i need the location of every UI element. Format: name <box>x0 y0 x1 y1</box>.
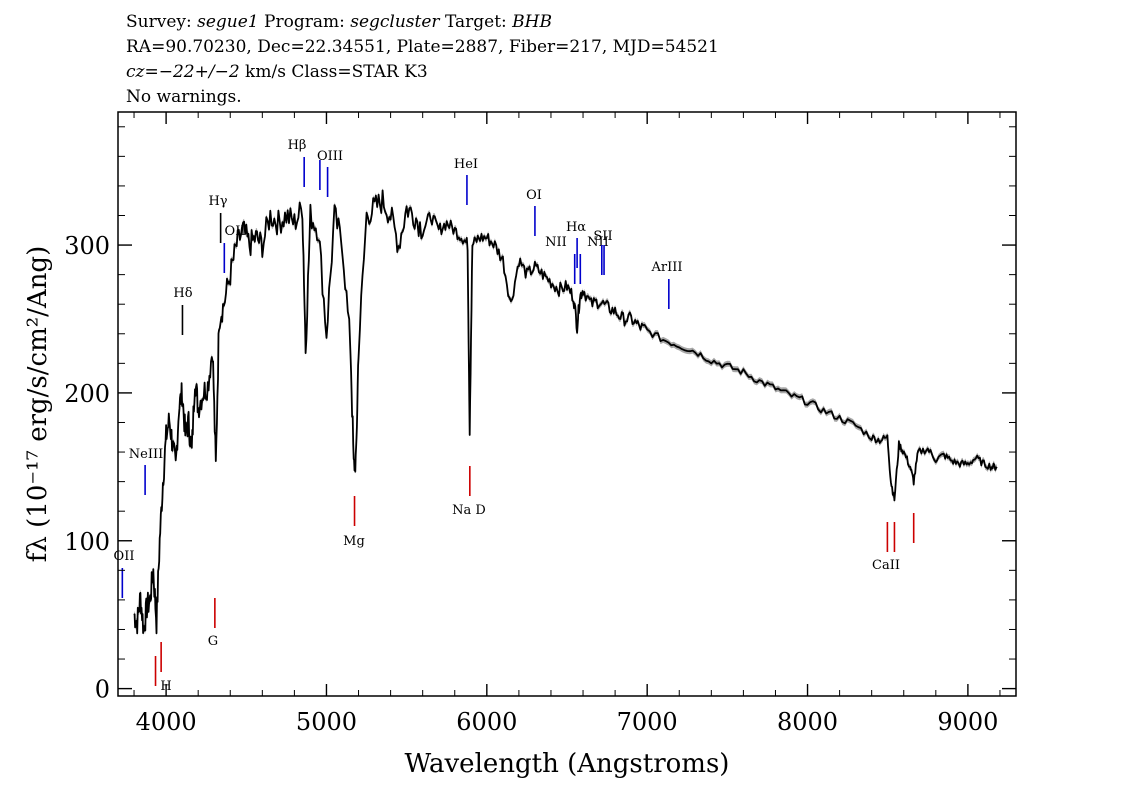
emission-line-label: OII <box>114 549 135 564</box>
x-axis-label: Wavelength (Angstroms) <box>405 749 730 779</box>
cz-value: =−22+/−2 <box>144 62 240 82</box>
header-line-redshift: cz=−22+/−2 km/s Class=STAR K3 <box>126 62 428 82</box>
header-line-survey: Survey: segue1 Program: segcluster Targe… <box>126 12 552 32</box>
emission-line-label: Hγ <box>208 194 227 209</box>
series-layer <box>133 187 998 637</box>
y-tick-label: 100 <box>64 528 110 556</box>
spectrum-series <box>133 189 998 635</box>
emission-line-label: HeI <box>454 157 478 172</box>
target-value: BHB <box>512 12 552 32</box>
emission-line-label: OII <box>225 224 246 239</box>
x-tick-label: 5000 <box>296 708 357 736</box>
y-tick-label: 300 <box>64 232 110 260</box>
emission-line-label: NII <box>545 235 567 250</box>
spectral-lines-layer: OIINeIIIHδHγOIIHβOIIIHeIOINIIHαNIISIIArI… <box>114 138 915 694</box>
plot-frame <box>117 111 1017 697</box>
ticks-layer: 4000 5000 6000 7000 8000 9000 0 100 200 300 <box>64 112 1016 736</box>
program-value: segcluster <box>350 12 440 32</box>
y-tick-label: 0 <box>95 676 110 704</box>
absorption-line-label: Mg <box>343 534 365 549</box>
absorption-line-label: G <box>208 634 218 649</box>
emission-line-label: ArIII <box>650 260 682 275</box>
x-tick-label: 8000 <box>777 708 838 736</box>
x-tick-label: 4000 <box>136 708 197 736</box>
x-tick-label: 6000 <box>456 708 517 736</box>
header-line-warnings: No warnings. <box>126 87 242 107</box>
y-tick-label: 200 <box>64 380 110 408</box>
emission-line-label: NeIII <box>129 447 163 462</box>
survey-value: segue1 <box>197 12 259 32</box>
emission-line-label: SII <box>593 229 612 244</box>
emission-line-label: Hα <box>566 220 586 235</box>
emission-line-label: OI <box>526 188 542 203</box>
x-tick-label: 9000 <box>937 708 998 736</box>
emission-line-label: OIII <box>317 149 343 164</box>
x-tick-label: 7000 <box>617 708 678 736</box>
emission-line-label: Hδ <box>173 286 192 301</box>
header-line-coords: RA=90.70230, Dec=22.34551, Plate=2887, F… <box>126 37 719 57</box>
absorption-line-label: Na D <box>452 503 486 518</box>
error-band <box>134 187 997 637</box>
absorption-line-label: CaII <box>872 558 900 573</box>
y-axis-label: fλ (10⁻¹⁷ erg/s/cm²/Ang) <box>23 246 53 562</box>
emission-line-label: Hβ <box>288 138 307 153</box>
